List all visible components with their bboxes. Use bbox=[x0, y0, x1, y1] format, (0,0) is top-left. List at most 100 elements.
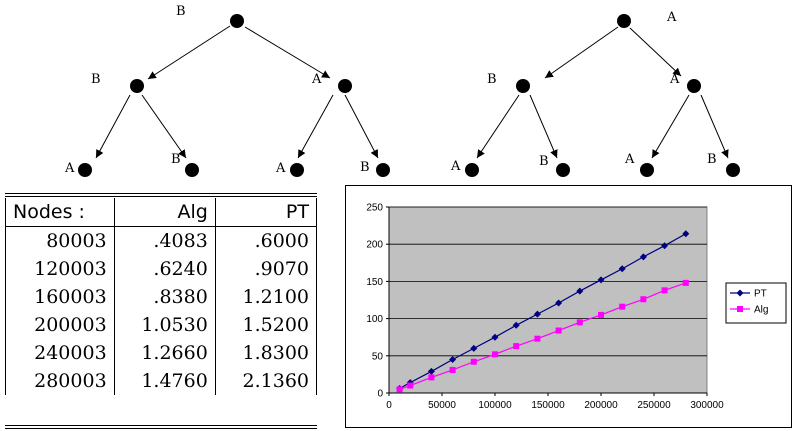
data-point-pt bbox=[639, 253, 647, 261]
data-point-pt bbox=[470, 344, 478, 352]
data-point-alg bbox=[640, 296, 647, 303]
tree-node-root bbox=[230, 14, 244, 28]
data-point-pt bbox=[682, 230, 690, 238]
tree-leaf bbox=[726, 163, 740, 177]
y-tick-label: 0 bbox=[377, 389, 383, 400]
table-row: 160003 .8380 1.2100 bbox=[5, 283, 318, 311]
legend-marker-alg bbox=[737, 306, 743, 312]
table-cell: 280003 bbox=[5, 367, 115, 395]
legend-marker-pt bbox=[736, 289, 744, 297]
tree-node bbox=[516, 79, 530, 93]
node-label: B bbox=[487, 72, 497, 87]
tree-node-root bbox=[617, 14, 631, 28]
table-cell: .8380 bbox=[113, 283, 216, 311]
data-point-pt bbox=[512, 321, 520, 329]
x-tick-label: 0 bbox=[386, 400, 392, 411]
table-cell: 1.4760 bbox=[113, 367, 216, 395]
chart-frame: 0 50 100 150 200 250 0 50000 100000 150000 200000 2… bbox=[345, 185, 792, 428]
y-tick-label: 250 bbox=[366, 203, 383, 214]
node-label: A bbox=[624, 152, 635, 167]
legend-label-pt: PT bbox=[754, 289, 767, 300]
tree-leaf bbox=[556, 163, 570, 177]
node-label: A bbox=[669, 72, 680, 87]
table-cell: 1.2660 bbox=[113, 339, 216, 367]
x-tick-label: 50000 bbox=[428, 400, 456, 411]
table-row: 120003 .6240 .9070 bbox=[5, 255, 318, 283]
data-point-alg bbox=[396, 386, 403, 393]
node-label: B bbox=[707, 152, 717, 167]
table-row: 280003 1.4760 2.1360 bbox=[5, 367, 318, 395]
table-row: 240003 1.2660 1.8300 bbox=[5, 339, 318, 367]
data-point-pt bbox=[597, 276, 605, 284]
table-cell: 1.0530 bbox=[113, 311, 216, 339]
tree-leaf bbox=[185, 163, 199, 177]
table-header-row: Nodes : Alg PT bbox=[5, 198, 318, 227]
y-tick-label: 200 bbox=[366, 240, 383, 251]
x-tick-label: 150000 bbox=[531, 400, 565, 411]
table-rule bbox=[5, 425, 317, 426]
x-tick-label: 250000 bbox=[637, 400, 671, 411]
results-table: Nodes : Alg PT 80003 .4083 .6000 120003 … bbox=[5, 198, 318, 395]
node-label: A bbox=[275, 161, 286, 176]
data-point-pt bbox=[427, 367, 435, 375]
legend-label-alg: Alg bbox=[754, 305, 768, 316]
table-row: 80003 .4083 .6000 bbox=[5, 226, 318, 255]
data-point-alg bbox=[534, 335, 541, 342]
table-cell: 160003 bbox=[5, 283, 115, 311]
data-point-alg bbox=[513, 343, 520, 350]
data-point-pt bbox=[449, 356, 457, 364]
data-point-alg bbox=[492, 351, 498, 358]
column-header-pt: PT bbox=[214, 198, 318, 227]
table-cell: .4083 bbox=[113, 226, 216, 255]
data-point-alg bbox=[576, 319, 583, 326]
table-rule bbox=[5, 193, 317, 194]
table-cell: 2.1360 bbox=[214, 367, 318, 395]
tree-node bbox=[130, 79, 144, 93]
tree-leaf bbox=[78, 163, 92, 177]
line-chart: 0 50 100 150 200 250 0 50000 100000 150000 200000 2… bbox=[366, 203, 787, 411]
y-tick-label: 50 bbox=[372, 351, 384, 362]
tree-node bbox=[338, 79, 352, 93]
data-point-alg bbox=[470, 358, 477, 365]
results-table-container: Nodes : Alg PT 80003 .4083 .6000 120003 … bbox=[5, 193, 318, 431]
x-tick-label: 200000 bbox=[584, 400, 618, 411]
node-label: B bbox=[539, 154, 549, 169]
node-label: B bbox=[176, 4, 186, 19]
right-tree: A B A A B A B bbox=[450, 10, 740, 177]
data-point-alg bbox=[407, 382, 414, 389]
tree-node bbox=[687, 79, 701, 93]
table-cell: 1.8300 bbox=[214, 339, 318, 367]
table-cell: .6000 bbox=[214, 226, 318, 255]
node-label: B bbox=[360, 160, 370, 175]
node-label: A bbox=[450, 159, 461, 174]
column-header-nodes: Nodes : bbox=[5, 198, 115, 227]
plot-area bbox=[388, 206, 708, 394]
data-point-alg bbox=[449, 366, 456, 373]
table-cell: .9070 bbox=[214, 255, 318, 283]
data-point-alg bbox=[598, 311, 604, 318]
legend bbox=[725, 282, 787, 324]
table-row: 200003 1.0530 1.5200 bbox=[5, 311, 318, 339]
tree-leaf bbox=[465, 163, 479, 177]
data-point-alg bbox=[619, 303, 626, 310]
data-point-pt bbox=[533, 310, 541, 318]
x-tick-label: 100000 bbox=[478, 400, 512, 411]
node-label: A bbox=[666, 10, 677, 25]
table-cell: 120003 bbox=[5, 255, 115, 283]
left-tree: B B A A B A B bbox=[64, 4, 390, 177]
node-label: B bbox=[91, 72, 101, 87]
data-point-pt bbox=[491, 333, 499, 341]
game-trees-figure: B B A A B A B A B A A B A B bbox=[64, 4, 740, 177]
x-tick-label: 300000 bbox=[690, 400, 724, 411]
tree-leaf bbox=[290, 163, 304, 177]
table-cell: 1.5200 bbox=[214, 311, 318, 339]
node-label: A bbox=[311, 72, 322, 87]
table-cell: 80003 bbox=[5, 226, 115, 255]
data-point-alg bbox=[555, 327, 562, 334]
node-label: B bbox=[171, 152, 181, 167]
y-tick-label: 150 bbox=[366, 277, 383, 288]
table-rule bbox=[5, 196, 317, 197]
tree-leaf bbox=[376, 163, 390, 177]
data-point-pt bbox=[576, 287, 584, 295]
data-point-pt bbox=[618, 265, 626, 273]
